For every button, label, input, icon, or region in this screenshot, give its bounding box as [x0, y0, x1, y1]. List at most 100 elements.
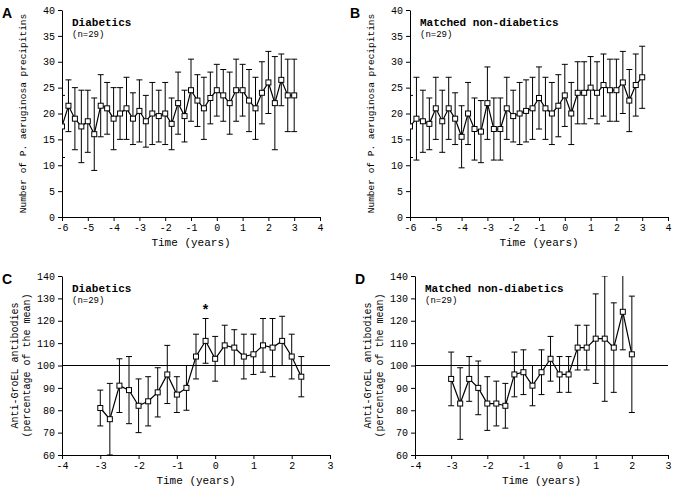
y-axis-title: Anti-GroEL antibodies [10, 302, 21, 428]
tick-mark [406, 88, 410, 89]
error-cap [250, 374, 256, 375]
tick-mark [320, 217, 321, 221]
tick-mark [436, 217, 437, 221]
error-cap [629, 412, 635, 413]
data-point [414, 116, 419, 121]
plot-area [415, 276, 668, 439]
tick: 130 [37, 294, 62, 305]
error-cap [85, 152, 91, 153]
tick-mark [191, 217, 192, 221]
error-cap [484, 139, 490, 140]
data-point [137, 108, 142, 113]
panel: -6-5-4-3-2-1012340510152025303540BMatche… [350, 5, 672, 249]
error-bar [594, 62, 600, 124]
error-bar [602, 276, 608, 401]
error-cap [475, 414, 481, 415]
panel: -4-3-2-1012360708090100110120130140CDiab… [2, 271, 334, 487]
data-point [575, 345, 580, 350]
error-bar [220, 70, 226, 122]
tick: 20 [391, 109, 410, 120]
axis-line [62, 11, 63, 218]
data-point [143, 119, 148, 124]
error-cap [265, 113, 271, 114]
data-point [111, 116, 116, 121]
error-cap [188, 121, 194, 122]
data-point [458, 401, 463, 406]
error-bar [227, 72, 233, 134]
error-bar [539, 350, 545, 395]
tick: 1 [251, 455, 257, 472]
data-point [92, 132, 97, 137]
tick: 35 [391, 32, 410, 43]
tick-label: 3 [292, 223, 298, 234]
y-axis-title: Anti-GroEL antibodies [363, 302, 374, 428]
error-bar [149, 82, 155, 144]
background [0, 0, 685, 488]
tick-label: 80 [396, 406, 408, 417]
error-bar [620, 51, 626, 113]
error-cap [542, 77, 548, 78]
tick: -4 [456, 217, 468, 234]
error-bar [136, 379, 142, 433]
error-bar [231, 330, 237, 366]
error-cap [529, 405, 535, 406]
error-bar [270, 319, 276, 377]
data-point [174, 392, 179, 397]
tick: -5 [430, 217, 442, 234]
error-cap [566, 356, 572, 357]
error-bar [136, 80, 142, 142]
tick: 80 [396, 406, 415, 417]
data-point [607, 88, 612, 93]
tick-label: -5 [430, 223, 442, 234]
tick-mark [560, 455, 561, 459]
tick: 100 [37, 361, 62, 372]
data-point [195, 98, 200, 103]
data-point [272, 101, 277, 106]
error-cap [601, 53, 607, 54]
error-cap [433, 139, 439, 140]
tick: 140 [390, 272, 415, 283]
data-point [234, 88, 239, 93]
error-cap [155, 416, 161, 417]
tick: 2 [266, 217, 272, 234]
texts: BMatched non-diabetics(n=29)Time (years)… [350, 5, 579, 249]
tick-label: 25 [391, 83, 403, 94]
error-cap [111, 149, 117, 150]
data-point [566, 372, 571, 377]
annotation: (n=29) [72, 296, 104, 306]
error-bar [478, 101, 484, 163]
error-cap [194, 74, 200, 75]
error-cap [439, 152, 445, 153]
tick-mark [100, 455, 101, 459]
error-cap [291, 131, 297, 132]
tick-label: 130 [390, 294, 408, 305]
error-bar [491, 98, 497, 160]
tick-mark [58, 410, 62, 411]
tick-mark [487, 217, 488, 221]
error-cap [626, 131, 632, 132]
data-point [130, 116, 135, 121]
error-cap [620, 51, 626, 52]
data-point [595, 90, 600, 95]
error-bar [523, 80, 529, 142]
tick-label: 90 [43, 384, 55, 395]
error-cap [557, 356, 563, 357]
error-bar [566, 357, 572, 393]
panel-letter: C [2, 271, 12, 287]
tick-label: 40 [391, 6, 403, 17]
tick-label: -1 [533, 223, 545, 234]
data-point [494, 401, 499, 406]
tick: 40 [391, 6, 410, 17]
tick-label: -2 [482, 461, 494, 472]
error-bar [97, 390, 103, 426]
tick-label: -1 [171, 461, 183, 472]
error-bar [285, 59, 291, 131]
tick-mark [215, 455, 216, 459]
error-bar [542, 77, 548, 139]
tick: -1 [171, 455, 183, 472]
data-point [537, 95, 542, 100]
error-bar [520, 350, 526, 395]
error-cap [465, 144, 471, 145]
tick-label: 4 [317, 223, 323, 234]
error-cap [156, 90, 162, 91]
